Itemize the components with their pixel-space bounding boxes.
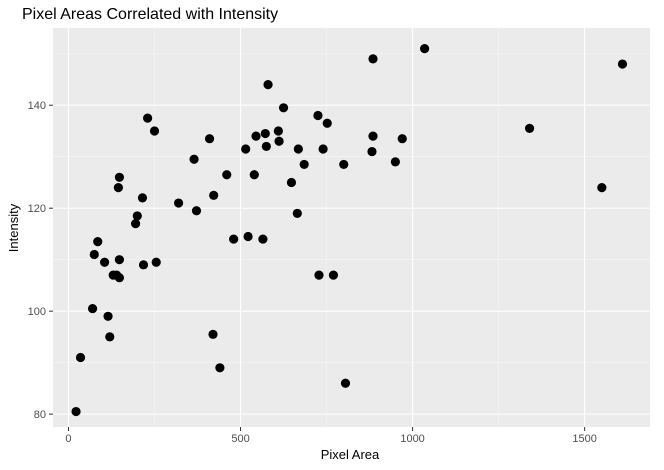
data-point (215, 363, 225, 373)
data-point (286, 177, 297, 188)
data-point (251, 131, 261, 141)
data-point (114, 273, 125, 283)
data-point (89, 249, 99, 260)
data-point (258, 234, 268, 244)
chart-title: Pixel Areas Correlated with Intensity (22, 6, 278, 23)
axis-ticks: 0 500 1000 1500 80 100 120 140 (28, 100, 597, 445)
data-point (87, 303, 98, 314)
data-point (75, 352, 86, 363)
data-points (71, 43, 628, 417)
data-point (390, 157, 400, 167)
data-point (313, 110, 323, 121)
data-point (314, 270, 324, 280)
y-axis-title: Intensity (6, 203, 21, 252)
data-point (278, 103, 289, 113)
data-point (151, 257, 161, 267)
data-point (103, 311, 113, 321)
data-point (243, 231, 253, 242)
x-tick-label: 1500 (572, 433, 596, 445)
data-point (114, 172, 125, 182)
data-point (273, 126, 283, 136)
data-point (368, 131, 378, 141)
data-point (222, 170, 232, 180)
data-point (191, 206, 202, 216)
data-point (274, 136, 284, 146)
y-tick-label: 120 (28, 203, 46, 215)
data-point (132, 211, 142, 221)
plot-panel (53, 28, 650, 427)
data-point (113, 183, 123, 193)
data-point (100, 257, 110, 267)
data-point (328, 270, 339, 280)
x-tick-label: 500 (231, 433, 249, 445)
data-point (93, 237, 103, 247)
x-axis-title: Pixel Area (321, 447, 380, 462)
data-point (524, 123, 535, 133)
data-point (292, 208, 302, 218)
data-point (249, 170, 259, 180)
data-point (114, 255, 125, 265)
data-point (143, 113, 153, 123)
x-tick-label: 1000 (400, 433, 424, 445)
data-point (263, 80, 273, 90)
y-tick-label: 140 (28, 100, 46, 112)
data-point (105, 332, 115, 342)
data-point (293, 144, 303, 154)
y-tick-label: 80 (34, 409, 46, 421)
data-point (299, 159, 309, 170)
data-point (597, 183, 607, 193)
data-point (322, 118, 332, 128)
data-point (71, 406, 81, 417)
data-point (149, 126, 160, 136)
data-point (367, 146, 377, 157)
data-point (189, 154, 199, 164)
x-tick-label: 0 (65, 433, 71, 445)
data-point (138, 260, 149, 270)
data-point (340, 378, 351, 388)
data-point (397, 134, 407, 144)
data-point (368, 54, 378, 64)
data-point (173, 198, 184, 208)
data-point (204, 134, 215, 144)
data-point (420, 43, 430, 54)
data-point (137, 193, 148, 203)
y-tick-label: 100 (28, 306, 46, 318)
data-point (339, 159, 349, 170)
data-point (617, 59, 628, 69)
data-point (260, 128, 270, 139)
data-point (318, 144, 328, 154)
data-point (208, 329, 218, 339)
data-point (209, 190, 219, 200)
grid-lines (53, 28, 650, 427)
data-point (130, 219, 141, 229)
data-point (241, 144, 251, 154)
data-point (261, 141, 271, 152)
data-point (229, 234, 239, 244)
